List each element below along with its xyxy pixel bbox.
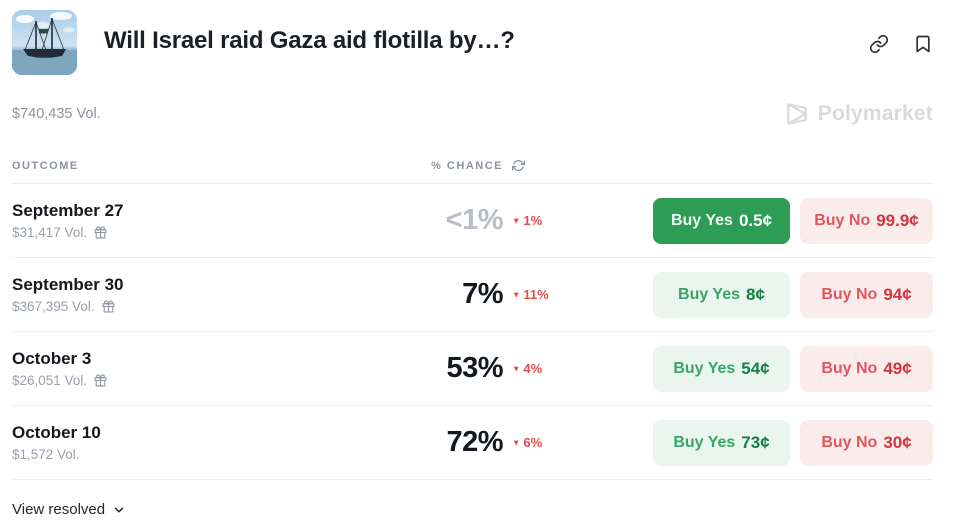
buy-yes-price: 8¢ [746, 284, 765, 304]
outcome-cell: September 27 $31,417 Vol. [12, 201, 383, 240]
buy-no-label: Buy No [814, 211, 871, 229]
buy-yes-button[interactable]: Buy Yes 73¢ [653, 419, 790, 466]
decrease-triangle-icon: ▼ [512, 289, 521, 300]
buy-no-label: Buy No [821, 285, 878, 303]
gift-icon[interactable] [94, 226, 107, 239]
outcome-volume: $26,051 Vol. [12, 373, 88, 388]
chance-change: ▼ 6% [512, 435, 542, 450]
chevron-down-icon [114, 506, 124, 513]
polymarket-watermark: Polymarket [784, 101, 933, 127]
buy-no-button[interactable]: Buy No 49¢ [800, 345, 933, 392]
buy-no-button[interactable]: Buy No 94¢ [800, 271, 933, 318]
change-value: 11% [523, 287, 549, 302]
total-volume: $740,435 Vol. [12, 106, 101, 122]
chance-change: ▼ 1% [512, 213, 542, 228]
volume-row: $740,435 Vol. Polymarket [12, 101, 933, 127]
link-icon [869, 34, 889, 54]
change-value: 4% [523, 361, 543, 376]
buy-no-price: 49¢ [883, 358, 912, 378]
buy-yes-label: Buy Yes [673, 359, 736, 377]
outcome-title: October 10 [12, 423, 101, 442]
outcome-cell: October 10 $1,572 Vol. [12, 423, 383, 462]
chance-value: 7% [462, 278, 503, 310]
buy-yes-label: Buy Yes [678, 285, 741, 303]
refresh-button[interactable] [512, 159, 525, 172]
outcome-title: October 3 [12, 349, 92, 368]
chance-value: 72% [446, 426, 503, 458]
decrease-triangle-icon: ▼ [512, 363, 521, 374]
chance-change: ▼ 11% [512, 287, 549, 302]
change-value: 6% [523, 435, 543, 450]
buy-no-price: 30¢ [883, 432, 912, 452]
outcome-cell: October 3 $26,051 Vol. [12, 349, 383, 388]
outcome-cell: September 30 $367,395 Vol. [12, 275, 383, 314]
header-actions [869, 10, 933, 54]
table-row: October 3 $26,051 Vol. 53% ▼ 4% [12, 332, 933, 406]
outcome-title: September 30 [12, 275, 124, 294]
buy-no-button[interactable]: Buy No 99.9¢ [800, 197, 933, 244]
outcome-title: September 27 [12, 201, 124, 220]
chance-change: ▼ 4% [512, 361, 542, 376]
refresh-icon [512, 160, 525, 171]
polymarket-watermark-text: Polymarket [817, 102, 933, 125]
bookmark-icon [916, 35, 930, 53]
outcome-volume: $367,395 Vol. [12, 299, 95, 314]
buy-yes-button[interactable]: Buy Yes 0.5¢ [653, 197, 790, 244]
gift-icon[interactable] [102, 300, 115, 313]
chance-value: 53% [446, 352, 503, 384]
sailboat-image [12, 10, 77, 75]
view-resolved-button[interactable]: View resolved [12, 501, 126, 518]
buy-no-label: Buy No [821, 433, 878, 451]
table-row: September 27 $31,417 Vol. <1% ▼ 1% [12, 184, 933, 258]
buy-no-price: 94¢ [883, 284, 912, 304]
outcome-volume: $31,417 Vol. [12, 225, 88, 240]
buy-no-button[interactable]: Buy No 30¢ [800, 419, 933, 466]
market-page: Will Israel raid Gaza aid flotilla by…? … [12, 0, 933, 518]
buy-yes-label: Buy Yes [670, 211, 733, 229]
table-header: OUTCOME % CHANCE [12, 159, 933, 184]
polymarket-logo-icon [787, 103, 807, 125]
chance-column-header: % CHANCE [431, 159, 503, 172]
table-row: October 10 $1,572 Vol. 72% ▼ 6% Buy Yes … [12, 406, 933, 480]
buy-yes-price: 0.5¢ [738, 210, 773, 230]
buy-yes-button[interactable]: Buy Yes 8¢ [653, 271, 790, 318]
buy-yes-label: Buy Yes [673, 433, 736, 451]
market-thumbnail [12, 10, 77, 75]
copy-link-button[interactable] [869, 34, 889, 54]
table-row: September 30 $367,395 Vol. 7% ▼ 11% [12, 258, 933, 332]
buy-yes-price: 73¢ [741, 432, 770, 452]
gift-icon[interactable] [94, 374, 107, 387]
decrease-triangle-icon: ▼ [512, 215, 521, 226]
buy-no-price: 99.9¢ [876, 210, 919, 230]
page-title: Will Israel raid Gaza aid flotilla by…? [104, 27, 515, 54]
bookmark-button[interactable] [913, 34, 933, 54]
buy-yes-button[interactable]: Buy Yes 54¢ [653, 345, 790, 392]
view-resolved-label: View resolved [12, 501, 106, 518]
market-header: Will Israel raid Gaza aid flotilla by…? [12, 0, 933, 75]
outcome-column-header: OUTCOME [12, 159, 79, 172]
chance-value: <1% [445, 204, 504, 236]
decrease-triangle-icon: ▼ [512, 437, 521, 448]
change-value: 1% [523, 213, 543, 228]
buy-yes-price: 54¢ [741, 358, 770, 378]
outcome-volume: $1,572 Vol. [12, 447, 80, 462]
buy-no-label: Buy No [821, 359, 878, 377]
